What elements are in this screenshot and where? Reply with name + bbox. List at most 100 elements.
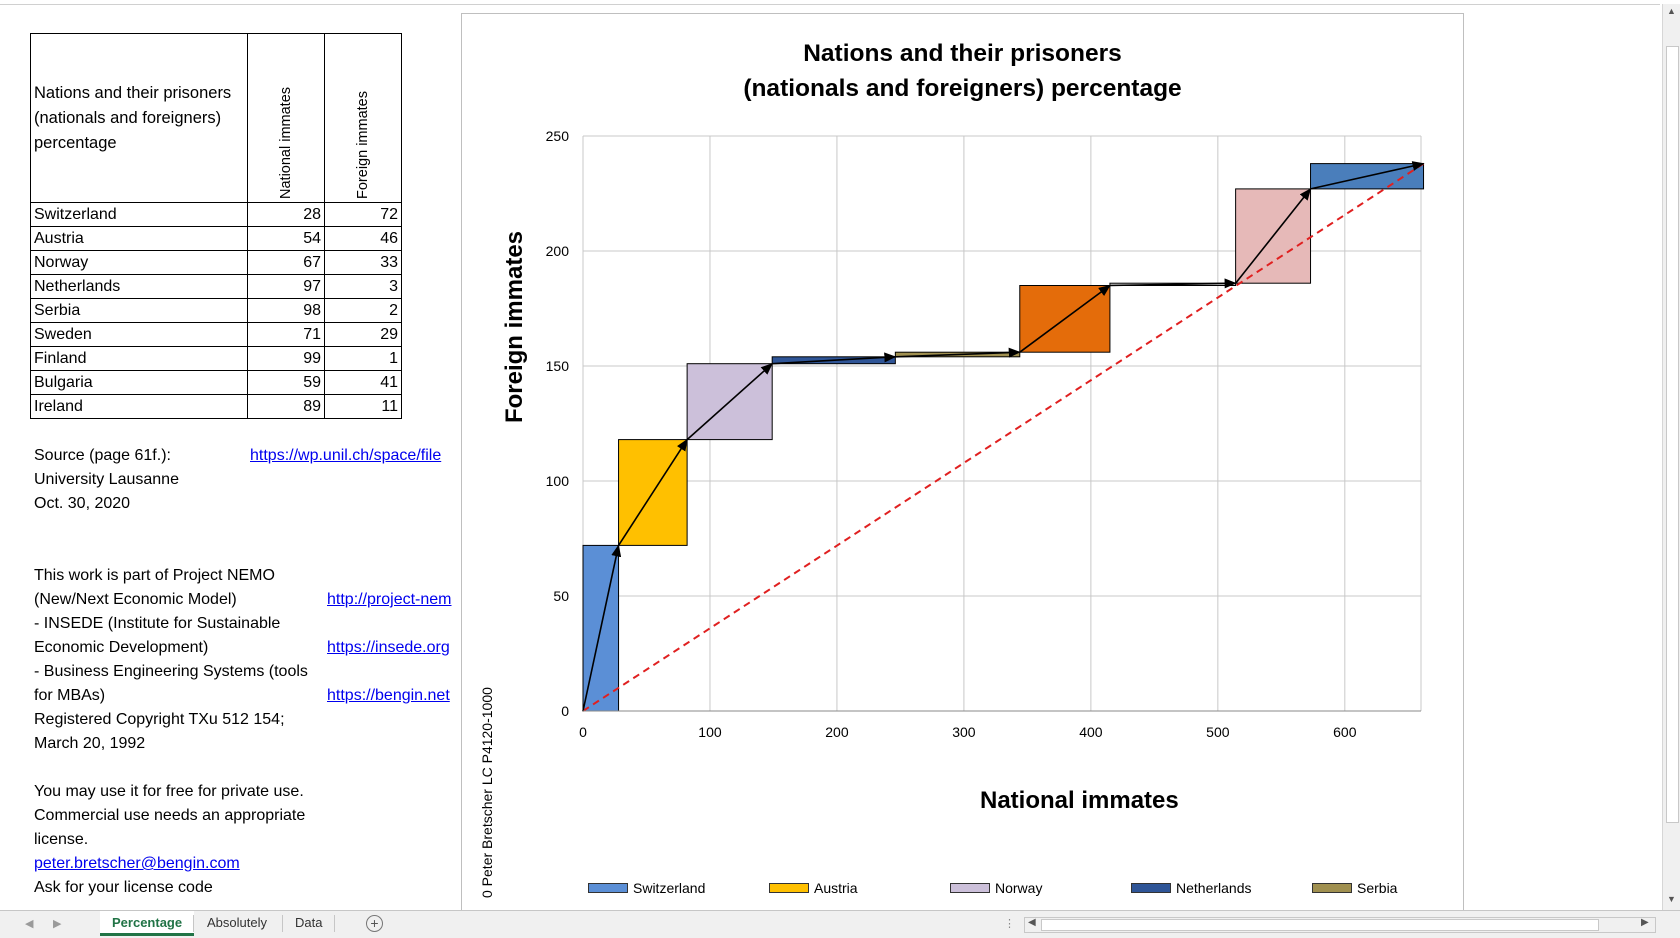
- source-org[interactable]: University Lausanne: [34, 471, 179, 488]
- arrow-switzerland: [582, 544, 622, 712]
- note-line-7[interactable]: Registered Copyright TXu 512 154;: [34, 711, 285, 728]
- table-title[interactable]: Nations and their prisoners (nationals a…: [30, 33, 248, 203]
- cell-country[interactable]: Norway: [30, 250, 248, 275]
- cell-foreign[interactable]: 1: [324, 346, 402, 371]
- cell-country[interactable]: Bulgaria: [30, 370, 248, 395]
- cell-country[interactable]: Switzerland: [30, 202, 248, 227]
- cell-national[interactable]: 28: [247, 202, 325, 227]
- x-axis-label: National immates: [980, 787, 1179, 814]
- arrow-serbia: [895, 347, 1021, 358]
- cell-foreign[interactable]: 46: [324, 226, 402, 251]
- scroll-left-icon[interactable]: ◀: [1028, 917, 1036, 928]
- cell-national[interactable]: 67: [247, 250, 325, 275]
- cell-national[interactable]: 89: [247, 394, 325, 419]
- x-tick-label: 400: [1079, 724, 1103, 740]
- table-row: Finland 99 1: [30, 346, 402, 371]
- source-date[interactable]: Oct. 30, 2020: [34, 495, 131, 512]
- legend-swatch: [588, 883, 628, 893]
- x-tick-label: 200: [825, 724, 849, 740]
- legend-item-sweden: Sweden: [588, 909, 684, 910]
- splitter-icon[interactable]: ⋮: [1004, 918, 1015, 930]
- cell-foreign[interactable]: 29: [324, 322, 402, 347]
- y-tick-label: 50: [553, 588, 569, 604]
- cell-national[interactable]: 97: [247, 274, 325, 299]
- cell-country[interactable]: Finland: [30, 346, 248, 371]
- legend-item-serbia: Serbia: [1312, 880, 1397, 896]
- cell-country[interactable]: Ireland: [30, 394, 248, 419]
- tab-data[interactable]: Data: [295, 915, 323, 930]
- cell-national[interactable]: 71: [247, 322, 325, 347]
- cell-country[interactable]: Austria: [30, 226, 248, 251]
- vertical-scrollbar[interactable]: ▲ ▼: [1662, 4, 1680, 910]
- scroll-down-icon[interactable]: ▼: [1667, 894, 1676, 904]
- project-nemo-link[interactable]: http://project-nem: [327, 591, 452, 608]
- note-line-9[interactable]: You may use it for free for private use.: [34, 783, 304, 800]
- horizontal-scrollbar[interactable]: ◀ ▶: [1024, 917, 1656, 933]
- cell-foreign[interactable]: 2: [324, 298, 402, 323]
- note-line-12[interactable]: Ask for your license code: [34, 879, 213, 896]
- cell-country[interactable]: Netherlands: [30, 274, 248, 299]
- x-tick-label: 300: [952, 724, 976, 740]
- x-tick-label: 600: [1333, 724, 1357, 740]
- arrow-austria: [617, 438, 688, 546]
- note-line-1[interactable]: This work is part of Project NEMO: [34, 567, 275, 584]
- legend-label: Norway: [995, 880, 1043, 896]
- note-line-3[interactable]: - INSEDE (Institute for Sustainable: [34, 615, 281, 632]
- scroll-right-icon[interactable]: ▶: [1641, 917, 1649, 928]
- source-link[interactable]: https://wp.unil.ch/space/file: [250, 447, 442, 464]
- x-tick-label: 0: [579, 724, 587, 740]
- column-header-foreign[interactable]: Foreign immates: [324, 33, 402, 203]
- scroll-up-icon[interactable]: ▲: [1667, 6, 1676, 16]
- note-line-10[interactable]: Commercial use needs an appropriate: [34, 807, 306, 824]
- legend-label: Bulgaria: [995, 909, 1046, 910]
- y-tick-label: 250: [546, 128, 570, 144]
- legend-label: Switzerland: [633, 880, 706, 896]
- tab-absolutely[interactable]: Absolutely: [207, 915, 267, 930]
- chart[interactable]: Nations and their prisoners (nationals a…: [461, 13, 1464, 910]
- legend-label: Netherlands: [1176, 880, 1252, 896]
- note-line-5[interactable]: - Business Engineering Systems (tools: [34, 663, 308, 680]
- y-tick-label: 0: [561, 703, 569, 719]
- bengin-link[interactable]: https://bengin.net: [327, 687, 450, 704]
- cell-foreign[interactable]: 41: [324, 370, 402, 395]
- legend-item-finland: Finland: [769, 909, 860, 910]
- cell-country[interactable]: Sweden: [30, 322, 248, 347]
- arrow-ireland: [1310, 161, 1425, 190]
- note-line-4[interactable]: Economic Development): [34, 639, 209, 656]
- cell-foreign[interactable]: 11: [324, 394, 402, 419]
- next-sheet-icon[interactable]: ▶: [53, 918, 62, 930]
- note-line-6[interactable]: for MBAs): [34, 687, 106, 704]
- tab-divider: [334, 915, 335, 932]
- email-link[interactable]: peter.bretscher@bengin.com: [34, 855, 240, 872]
- vertical-scroll-thumb[interactable]: [1666, 46, 1679, 823]
- x-tick-label: 100: [698, 724, 722, 740]
- horizontal-scroll-thumb[interactable]: [1041, 919, 1599, 931]
- y-tick-label: 200: [546, 243, 570, 259]
- note-line-2[interactable]: (New/Next Economic Model): [34, 591, 237, 608]
- insede-link[interactable]: https://insede.org: [327, 639, 450, 656]
- prev-sheet-icon[interactable]: ◀: [25, 918, 34, 930]
- cell-national[interactable]: 54: [247, 226, 325, 251]
- column-header-national[interactable]: National immates: [247, 33, 325, 203]
- cell-national[interactable]: 98: [247, 298, 325, 323]
- cell-foreign[interactable]: 72: [324, 202, 402, 227]
- legend-swatch: [769, 883, 809, 893]
- note-line-8[interactable]: March 20, 1992: [34, 735, 146, 752]
- arrow-finland: [1109, 278, 1237, 289]
- cell-national[interactable]: 59: [247, 370, 325, 395]
- sheet-tab-bar: ◀ ▶ Percentage Absolutely Data + ⋮ ◀ ▶: [0, 910, 1680, 938]
- note-line-11[interactable]: license.: [34, 831, 89, 848]
- legend-swatch: [1131, 883, 1171, 893]
- legend-label: Finland: [814, 909, 860, 910]
- cell-foreign[interactable]: 3: [324, 274, 402, 299]
- tab-percentage[interactable]: Percentage: [100, 911, 195, 936]
- legend-item-switzerland: Switzerland: [588, 880, 705, 896]
- source-label[interactable]: Source (page 61f.):: [34, 447, 171, 464]
- cell-foreign[interactable]: 33: [324, 250, 402, 275]
- top-divider: [0, 4, 1660, 5]
- table-row: Bulgaria 59 41: [30, 370, 402, 395]
- cell-country[interactable]: Serbia: [30, 298, 248, 323]
- add-sheet-icon[interactable]: +: [366, 915, 383, 932]
- worksheet[interactable]: Nations and their prisoners (nationals a…: [0, 0, 1680, 910]
- cell-national[interactable]: 99: [247, 346, 325, 371]
